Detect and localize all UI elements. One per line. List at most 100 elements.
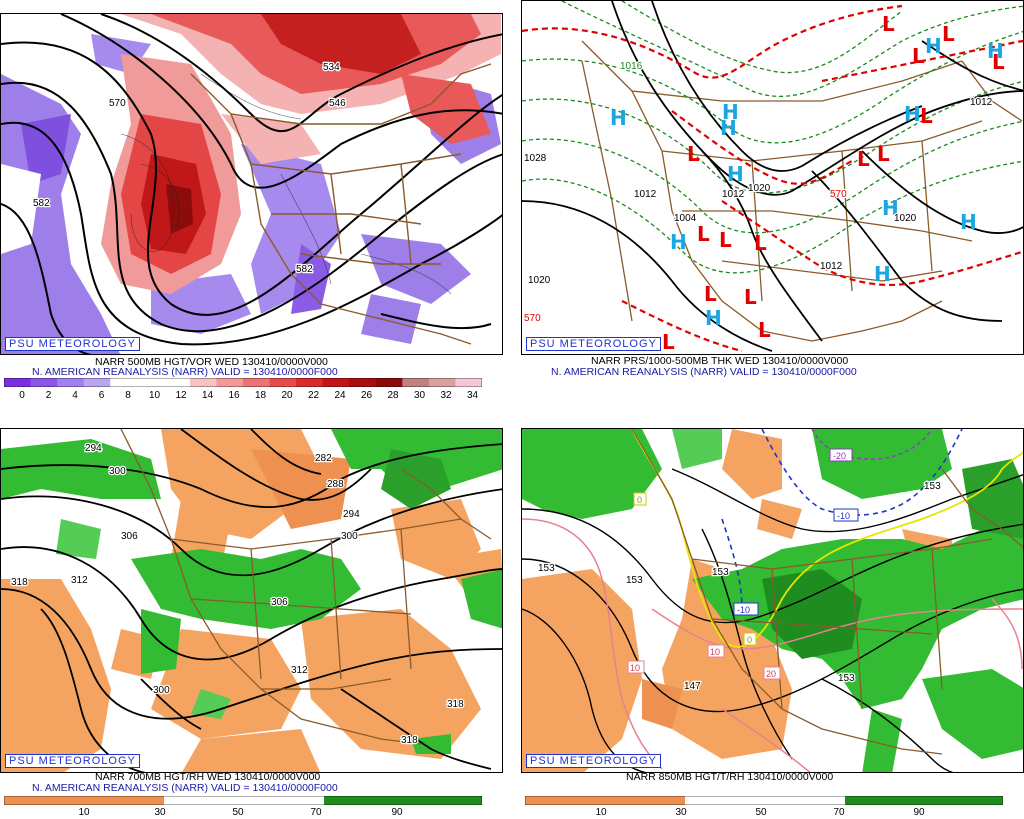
colorbar-label: 0 — [19, 390, 25, 401]
contour-label: 147 — [684, 681, 701, 692]
svg-text:L: L — [662, 330, 675, 354]
svg-text:H: H — [705, 306, 722, 330]
psu-meteorology-badge: PSU METEOROLOGY — [5, 337, 140, 351]
colorbar-label: 30 — [413, 390, 426, 401]
colorbar-segment — [455, 378, 482, 387]
colorbar-label: 20 — [281, 390, 293, 401]
colorbar-segment — [243, 378, 271, 387]
psu-meteorology-badge: PSU METEOROLOGY — [526, 337, 661, 351]
svg-text:L: L — [942, 22, 955, 46]
contour-label: 306 — [271, 597, 288, 608]
rh-700mb-map: 294 300 306 318 312 282 288 294 300 306 … — [0, 428, 503, 773]
colorbar-label: 10 — [78, 807, 90, 818]
contour-label: 153 — [712, 567, 729, 578]
svg-text:L: L — [687, 142, 700, 166]
svg-text:H: H — [874, 262, 891, 286]
svg-text:H: H — [960, 210, 977, 234]
contour-label: 1004 — [674, 213, 697, 224]
colorbar-label: 14 — [201, 390, 214, 401]
svg-text:L: L — [912, 44, 925, 68]
contour-label: 318 — [11, 577, 28, 588]
contour-label: 1020 — [528, 275, 551, 286]
colorbar-label: 12 — [175, 390, 187, 401]
contour-label: 546 — [329, 98, 346, 109]
colorbar-segment — [4, 378, 32, 387]
svg-text:L: L — [719, 228, 732, 252]
rh-colorbar-labels: 10 30 50 70 90 — [4, 807, 482, 819]
contour-label: 1012 — [722, 189, 745, 200]
contour-label: 582 — [296, 264, 313, 275]
contour-label: 570 — [109, 98, 126, 109]
contour-label: 153 — [538, 563, 555, 574]
temp-rh-850mb-map: 153 153 153 153 153 147 -20 -10 -10 10 0… — [521, 428, 1024, 773]
contour-label: 312 — [71, 575, 88, 586]
svg-text:H: H — [720, 116, 737, 140]
contour-label: 570 — [524, 313, 541, 324]
colorbar-segment — [83, 378, 111, 387]
contour-label: 300 — [341, 531, 358, 542]
isotherm-label: 0 — [747, 635, 752, 645]
contour-label: 318 — [401, 735, 418, 746]
colorbar-segment — [269, 378, 297, 387]
colorbar-segment — [402, 378, 430, 387]
svg-text:H: H — [610, 106, 627, 130]
colorbar-segment — [189, 378, 217, 387]
colorbar-label: 90 — [913, 807, 925, 818]
contour-label: 282 — [315, 453, 332, 464]
contour-label: 153 — [924, 481, 941, 492]
colorbar-label: 70 — [310, 807, 322, 818]
isotherm-label: -10 — [737, 605, 750, 615]
colorbar-label: 32 — [440, 390, 452, 401]
contour-label: 1012 — [820, 261, 843, 272]
svg-text:L: L — [882, 12, 895, 36]
colorbar-segment — [110, 378, 138, 387]
svg-text:L: L — [758, 318, 771, 342]
colorbar-segment — [30, 378, 58, 387]
svg-text:L: L — [754, 231, 767, 255]
svg-text:H: H — [727, 162, 744, 186]
map-caption-valid: N. AMERICAN REANALYSIS (NARR) VALID = 13… — [32, 782, 338, 794]
contour-label: 306 — [121, 531, 138, 542]
map-caption-title: NARR PRS/1000-500MB THK WED 130410/0000V… — [591, 355, 849, 367]
contour-label: 570 — [830, 189, 847, 200]
colorbar-label: 4 — [72, 390, 78, 401]
isotherm-label: -20 — [833, 451, 846, 461]
contour-label: 153 — [626, 575, 643, 586]
psu-meteorology-badge: PSU METEOROLOGY — [526, 754, 661, 768]
colorbar-segment — [57, 378, 85, 387]
svg-text:H: H — [882, 196, 899, 220]
colorbar-label: 8 — [125, 390, 131, 401]
isotherm-label: 10 — [710, 647, 720, 657]
contour-label: 294 — [343, 509, 360, 520]
contour-label: 300 — [109, 466, 126, 477]
svg-text:H: H — [670, 230, 687, 254]
colorbar-label: 22 — [307, 390, 320, 401]
panel-700mb-rh: 294 300 306 318 312 282 288 294 300 306 … — [0, 428, 503, 819]
contour-label: 318 — [447, 699, 464, 710]
contour-label: 582 — [33, 198, 50, 209]
contour-label: 153 — [838, 673, 855, 684]
svg-text:L: L — [744, 285, 757, 309]
svg-text:H: H — [904, 102, 921, 126]
colorbar-label: 34 — [466, 390, 479, 401]
panel-850mb-temp-rh: 153 153 153 153 153 147 -20 -10 -10 10 0… — [521, 428, 1024, 819]
colorbar-label: 18 — [254, 390, 267, 401]
colorbar-label: 28 — [387, 390, 399, 401]
contour-label: 1012 — [970, 97, 993, 108]
svg-text:L: L — [697, 222, 710, 246]
contour-label: 1020 — [748, 183, 771, 194]
colorbar-label: 50 — [232, 807, 244, 818]
svg-text:H: H — [925, 34, 942, 58]
svg-text:H: H — [987, 39, 1004, 63]
colorbar-label: 10 — [148, 390, 161, 401]
vorticity-map: 534 546 570 582 582 — [0, 13, 503, 355]
svg-text:L: L — [704, 282, 717, 306]
isotherm-label: 20 — [766, 669, 776, 679]
isotherm-label: 10 — [630, 663, 640, 673]
colorbar-label: 24 — [334, 390, 346, 401]
contour-label: 312 — [291, 665, 308, 676]
colorbar-segment — [349, 378, 377, 387]
contour-label: 1012 — [634, 189, 657, 200]
